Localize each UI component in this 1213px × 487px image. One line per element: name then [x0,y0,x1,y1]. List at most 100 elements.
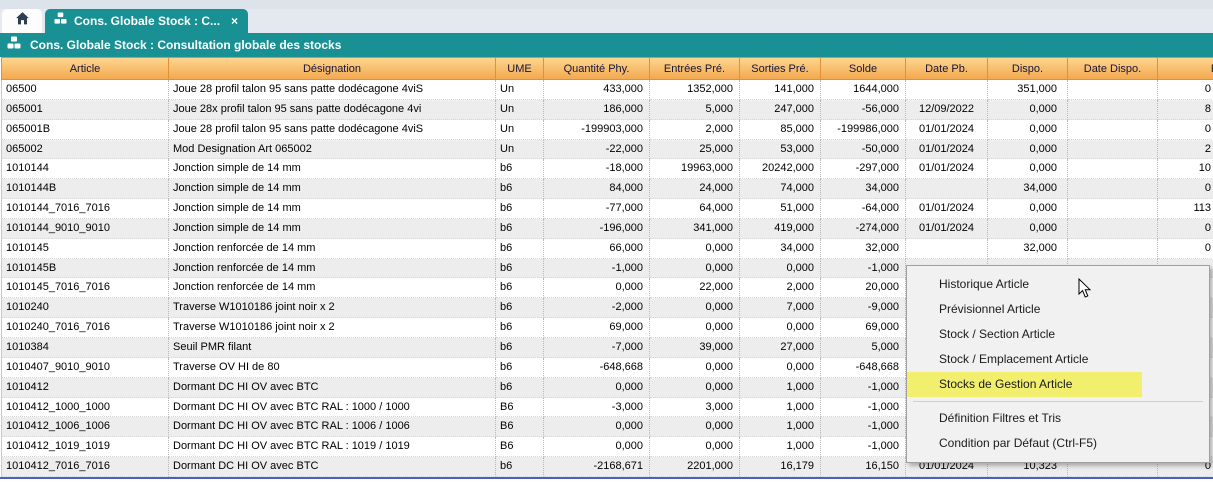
cell-pu[interactable]: 113 [1158,199,1213,219]
menu-item-stock-section-article[interactable]: Stock / Section Article [939,327,1056,341]
table-bottom-scroll-line[interactable] [0,476,1213,479]
column-header-article[interactable]: Article [1,57,169,80]
cell-article[interactable]: 1010144_9010_9010 [1,218,169,239]
cell-entrees-pre[interactable]: 1352,000 [650,80,740,100]
cell-designation[interactable]: Jonction renforcée de 14 mm [169,258,496,279]
menu-item-condition-par-défaut-ctrl-f5[interactable]: Condition par Défaut (Ctrl-F5) [939,436,1098,450]
cell-article[interactable]: 065002 [1,139,169,160]
cell-dispo[interactable]: 0,000 [988,139,1068,160]
cell-entrees-pre[interactable]: 22,000 [650,278,740,299]
cell-designation[interactable]: Jonction renforcée de 14 mm [169,238,496,259]
tab-home[interactable] [2,9,42,33]
cell-entrees-pre[interactable]: 24,000 [650,179,740,200]
cell-article[interactable]: 1010144_7016_7016 [1,199,169,219]
column-header-quantite-phy[interactable]: Quantité Phy. [544,57,650,80]
cell-date-pb[interactable]: 01/01/2024 [906,218,988,239]
cell-designation[interactable]: Dormant DC HI OV avec BTC [169,377,496,398]
cell-dispo[interactable]: 0,000 [988,199,1068,219]
cell-sorties-pre[interactable]: 7,000 [740,298,821,319]
cell-date-pb[interactable] [906,80,988,100]
cell-date-dispo[interactable] [1068,238,1158,259]
column-header-entrees-pre[interactable]: Entrées Pré. [650,57,740,80]
cell-solde[interactable]: -64,000 [821,199,906,219]
cell-quantite-phy[interactable]: -1,000 [544,258,650,279]
cell-designation[interactable]: Jonction simple de 14 mm [169,218,496,239]
cell-date-pb[interactable] [906,179,988,200]
cell-article[interactable]: 065001B [1,119,169,140]
cell-article[interactable]: 06500 [1,80,169,100]
cell-solde[interactable]: 5,000 [821,337,906,358]
menu-item-stocks-de-gestion-article[interactable]: Stocks de Gestion Article [907,372,1209,397]
cell-entrees-pre[interactable]: 2,000 [650,119,740,140]
column-header-dispo[interactable]: Dispo. [988,57,1068,80]
cell-entrees-pre[interactable]: 0,000 [650,318,740,338]
table-row[interactable]: 1010144B Jonction simple de 14 mm b6 84,000… [1,179,1213,200]
cell-dispo[interactable]: 0,000 [988,119,1068,140]
cell-dispo[interactable]: 0,000 [988,218,1068,239]
cell-designation[interactable]: Jonction simple de 14 mm [169,199,496,219]
column-header-pu[interactable]: PU [1158,57,1213,80]
cell-ume[interactable]: b6 [496,377,544,398]
cell-designation[interactable]: Traverse OV HI de 80 [169,357,496,378]
cell-designation[interactable]: Traverse W1010186 joint noir x 2 [169,298,496,319]
table-row[interactable]: 1010412_1019_1019 Dormant DC HI OV avec B… [1,437,1213,458]
cell-sorties-pre[interactable]: 0,000 [740,357,821,378]
menu-item-stock-emplacement-article[interactable]: Stock / Emplacement Article [939,352,1089,366]
cell-ume[interactable]: B6 [496,437,544,458]
cell-quantite-phy[interactable]: 0,000 [544,377,650,398]
table-row[interactable]: 1010145 Jonction renforcée de 14 mm b6 66,0… [1,238,1213,259]
column-header-solde[interactable]: Solde [821,57,906,80]
cell-pu[interactable]: 0 [1158,239,1213,259]
cell-ume[interactable]: b6 [496,218,544,239]
table-row[interactable]: 065001B Joue 28 profil talon 95 sans patt… [1,119,1213,140]
cell-designation[interactable]: Dormant DC HI OV avec BTC [169,457,496,477]
cell-ume[interactable]: Un [496,99,544,120]
cell-date-dispo[interactable] [1068,218,1158,239]
cell-sorties-pre[interactable]: 1,000 [740,437,821,458]
menu-item-prévisionnel-article[interactable]: Prévisionnel Article [939,302,1041,316]
cell-solde[interactable]: 16,150 [821,457,906,477]
cell-solde[interactable]: -1,000 [821,417,906,438]
cell-designation[interactable]: Dormant DC HI OV avec BTC RAL : 1019 / 1… [169,437,496,458]
cell-ume[interactable]: b6 [496,159,544,180]
cell-designation[interactable]: Jonction simple de 14 mm [169,179,496,200]
table-row[interactable]: 1010144 Jonction simple de 14 mm b6 -18,000… [1,159,1213,180]
cell-quantite-phy[interactable]: 69,000 [544,318,650,338]
cell-designation[interactable]: Dormant DC HI OV avec BTC RAL : 1000 / 1… [169,397,496,418]
cell-article[interactable]: 1010407_9010_9010 [1,357,169,378]
cell-sorties-pre[interactable]: 0,000 [740,318,821,338]
cell-article[interactable]: 1010412 [1,377,169,398]
menu-item-historique-article[interactable]: Historique Article [939,277,1030,291]
cell-ume[interactable]: b6 [496,238,544,259]
cell-entrees-pre[interactable]: 0,000 [650,437,740,458]
cell-quantite-phy[interactable]: -7,000 [544,337,650,358]
cell-ume[interactable]: b6 [496,298,544,319]
cell-article[interactable]: 1010144B [1,179,169,200]
cell-quantite-phy[interactable]: 433,000 [544,80,650,100]
cell-solde[interactable]: -9,000 [821,298,906,319]
cell-ume[interactable]: b6 [496,357,544,378]
cell-solde[interactable]: -648,668 [821,357,906,378]
cell-solde[interactable]: -56,000 [821,99,906,120]
cell-sorties-pre[interactable]: 34,000 [740,238,821,259]
cell-dispo[interactable]: 351,000 [988,80,1068,100]
cell-quantite-phy[interactable]: 66,000 [544,238,650,259]
cell-ume[interactable]: B6 [496,417,544,438]
cell-article[interactable]: 1010412_1000_1000 [1,397,169,418]
cell-ume[interactable]: b6 [496,457,544,477]
cell-date-dispo[interactable] [1068,99,1158,120]
cell-sorties-pre[interactable]: 1,000 [740,417,821,438]
cell-date-pb[interactable]: 01/01/2024 [906,457,988,477]
column-header-date-dispo[interactable]: Date Dispo. [1068,57,1158,80]
cell-quantite-phy[interactable]: -199903,000 [544,119,650,140]
cell-sorties-pre[interactable]: 141,000 [740,80,821,100]
cell-date-pb[interactable]: 01/01/2024 [906,139,988,160]
cell-date-pb[interactable]: 01/01/2024 [906,119,988,140]
cell-article[interactable]: 1010412_1019_1019 [1,437,169,458]
cell-date-dispo[interactable] [1068,199,1158,219]
cell-entrees-pre[interactable]: 0,000 [650,238,740,259]
cell-entrees-pre[interactable]: 0,000 [650,298,740,319]
cell-sorties-pre[interactable]: 0,000 [740,258,821,279]
cell-pu[interactable]: 10 [1158,159,1213,180]
cell-designation[interactable]: Joue 28x profil talon 95 sans patte dodé… [169,99,496,120]
